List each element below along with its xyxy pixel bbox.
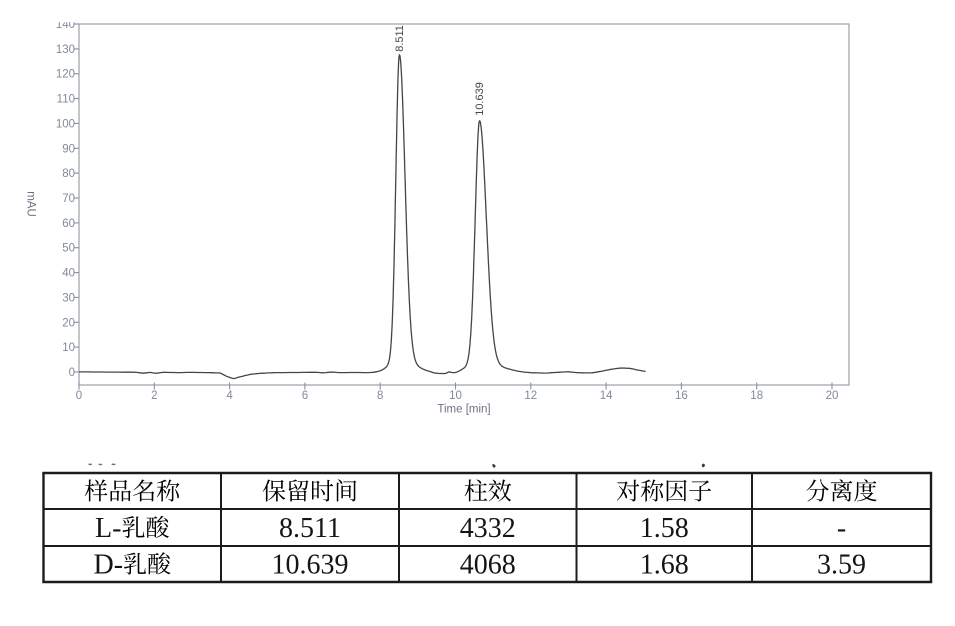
svg-text:100: 100	[56, 118, 75, 130]
svg-text:70: 70	[62, 193, 75, 205]
svg-text:8.511: 8.511	[279, 513, 341, 544]
svg-text:8: 8	[377, 390, 383, 402]
svg-text:10: 10	[449, 390, 462, 402]
svg-text:130: 130	[56, 44, 75, 56]
svg-text:4068: 4068	[460, 550, 516, 581]
svg-text:16: 16	[675, 390, 688, 402]
svg-text:20: 20	[826, 390, 839, 402]
svg-text:mAU: mAU	[25, 191, 37, 217]
svg-text:10.639: 10.639	[272, 550, 349, 581]
svg-text:120: 120	[56, 69, 75, 81]
svg-text:18: 18	[750, 390, 763, 402]
svg-text:14: 14	[600, 390, 613, 402]
svg-text:4: 4	[226, 390, 233, 402]
svg-text:1.68: 1.68	[640, 550, 689, 581]
svg-text:0: 0	[69, 367, 75, 379]
svg-text:-: -	[837, 513, 846, 544]
svg-text:12: 12	[524, 390, 537, 402]
svg-text:1.58: 1.58	[640, 513, 689, 544]
svg-text:Time [min]: Time [min]	[437, 404, 490, 416]
svg-text:80: 80	[62, 168, 75, 180]
svg-text:6: 6	[302, 390, 308, 402]
svg-text:110: 110	[57, 94, 75, 106]
svg-text:2: 2	[151, 390, 157, 402]
svg-text:40: 40	[62, 268, 75, 280]
svg-text:D-: D-	[94, 550, 124, 581]
svg-text:10: 10	[62, 342, 75, 354]
svg-text:60: 60	[62, 218, 75, 230]
svg-text:20: 20	[62, 317, 75, 329]
svg-text:L-: L-	[95, 513, 121, 544]
svg-text:0: 0	[76, 390, 82, 402]
svg-text:8.511: 8.511	[394, 25, 406, 52]
svg-text:30: 30	[62, 292, 75, 304]
svg-text:140: 140	[56, 19, 75, 31]
svg-text:4332: 4332	[460, 513, 516, 544]
svg-text:50: 50	[62, 243, 75, 255]
svg-text:90: 90	[62, 143, 75, 155]
svg-text:3.59: 3.59	[817, 550, 866, 581]
svg-text:10.639: 10.639	[474, 82, 486, 116]
